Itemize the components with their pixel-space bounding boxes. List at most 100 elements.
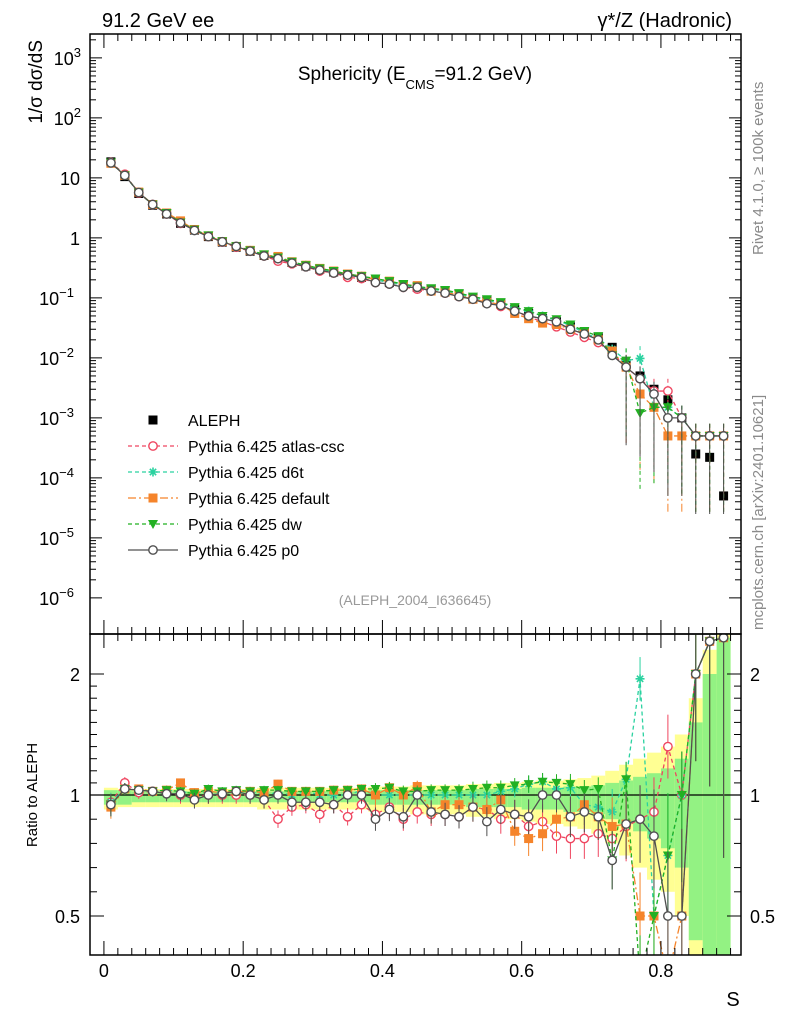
ratio-point [175,788,186,799]
ratio-point [426,807,437,817]
data-point [384,279,395,289]
ratio-point [356,784,367,794]
data-point [273,253,283,264]
main-title: Sphericity (ECMS=91.2 GeV) [298,64,532,92]
y-tick-exponent: 3 [74,45,81,60]
ratio-point [495,804,506,815]
data-point [551,316,562,327]
series-line [110,162,724,437]
data-point [342,270,353,280]
ratio-point [161,788,172,799]
data-point [147,199,158,210]
y-tick-exponent: −6 [59,585,74,600]
ratio-point [245,790,256,800]
legend: ALEPH Pythia 6.425 atlas-csc Pythia 6.425 … [128,413,345,560]
data-point [537,313,548,324]
ratio-point [426,786,437,796]
y-tick-exponent: 2 [74,105,81,120]
legend-label: Pythia 6.425 d6t [188,465,304,482]
data-point [676,412,687,423]
data-point [175,217,186,228]
legend-label: ALEPH [188,413,240,430]
data-point [662,412,673,423]
y-tick-base: 10 [39,409,59,429]
ratio-point [342,811,353,822]
ratio-point [676,791,687,800]
y-axis-label: 1/σ dσ/dS [26,40,47,124]
legend-label: Pythia 6.425 default [188,491,330,508]
data-point [217,236,228,247]
data-point [328,268,339,278]
ratio-y-tick-label: 1 [70,786,80,806]
ratio-point [635,911,645,921]
ratio-point [467,784,478,794]
ratio-y-label: Ratio to ALEPH [24,743,41,847]
ratio-point [176,778,186,788]
ratio-point [495,783,506,793]
ratio-point [454,786,465,796]
ratio-point [231,786,242,797]
ratio-point [440,809,450,820]
y-tick-label: 102 [54,105,81,129]
ratio-point [273,779,283,789]
x-tick-label: 0.6 [509,961,534,981]
ratio-point [314,787,325,797]
ratio-point [607,855,618,866]
ratio-point [105,799,116,810]
series-3 [106,158,729,514]
legend-label: Pythia 6.425 p0 [188,543,299,560]
ratio-point [537,777,548,787]
data-point [105,157,116,168]
uncertainty-band-green [507,788,522,808]
series-line [110,162,724,437]
data-point [189,225,200,236]
ratio-y-tick-label-right: 0.5 [750,907,775,927]
data-point [203,231,214,242]
y-tick-base: 10 [39,289,59,309]
data-point [440,288,450,299]
data-point [300,261,311,272]
ratio-y-tick-label: 0.5 [55,907,80,927]
ratio-point [551,790,562,800]
data-point [718,431,729,441]
legend-item: Pythia 6.425 atlas-csc [128,439,345,456]
y-tick-base: 10 [39,529,59,549]
ratio-series-3 [105,634,729,984]
data-point [161,209,172,219]
data-point [509,306,520,317]
series-line [110,162,724,437]
ratio-point [384,783,395,793]
ratio-point [133,785,144,796]
ratio-point [454,800,464,810]
ratio-point [704,636,715,647]
y-tick-base: 10 [39,469,59,489]
main-panel: Sphericity (ECMS=91.2 GeV) 1/σ dσ/dS (AL… [26,33,742,635]
y-tick-label: 10−4 [39,465,74,489]
data-point [579,329,590,339]
ratio-point [690,669,701,679]
x-axis-label: S [726,989,739,1011]
ratio-point [635,814,645,825]
data-point [607,350,618,361]
ratio-point [537,790,548,800]
title-subscript: CMS [406,77,435,92]
ratio-point [635,975,645,984]
legend-label: Pythia 6.425 dw [188,517,302,534]
ratio-point [579,807,590,817]
ratio-point [509,781,520,791]
ratio-point [440,786,451,796]
data-point [495,300,506,311]
ratio-point [662,741,673,752]
y-tick-label: 1 [70,229,80,249]
y-tick-label: 10−5 [39,525,74,549]
ratio-point [718,634,729,643]
ratio-point [342,790,353,800]
ratio-y-tick-label: 2 [70,665,80,685]
ratio-point [370,784,381,794]
ratio-point [523,780,534,790]
header-right: γ*/Z (Hadronic) [598,10,732,32]
data-point [635,373,645,384]
ratio-point [300,797,311,808]
data-point [704,431,715,441]
